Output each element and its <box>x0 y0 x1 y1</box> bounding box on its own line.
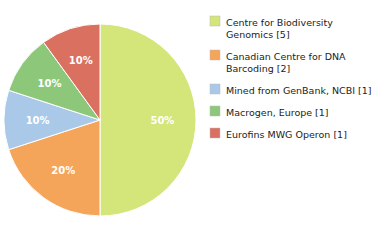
data-label: 20% <box>51 165 75 176</box>
legend-label: Canadian Centre for DNABarcoding [2] <box>226 51 346 74</box>
data-label: 50% <box>150 115 174 126</box>
pie-slice <box>44 24 100 120</box>
legend-swatch <box>210 50 220 60</box>
legend-label: Macrogen, Europe [1] <box>226 107 329 118</box>
legend-label: Eurofins MWG Operon [1] <box>226 129 347 140</box>
chart: 50% 20% 10% 10% 10% Centre for BiodiversityGe… <box>0 0 380 240</box>
legend-swatch <box>210 16 220 26</box>
legend-swatch <box>210 106 220 116</box>
data-labels: 50% 20% 10% 10% 10% <box>26 55 175 176</box>
legend-swatch <box>210 84 220 94</box>
pie-slice <box>100 24 196 216</box>
data-label: 10% <box>69 55 93 66</box>
legend-label: Centre for BiodiversityGenomics [5] <box>226 17 333 40</box>
legend-label: Mined from GenBank, NCBI [1] <box>226 85 372 96</box>
legend: Centre for BiodiversityGenomics [5] Canad… <box>210 16 372 140</box>
pie <box>4 24 196 216</box>
data-label: 10% <box>26 115 50 126</box>
data-label: 10% <box>38 78 62 89</box>
legend-swatch <box>210 128 220 138</box>
